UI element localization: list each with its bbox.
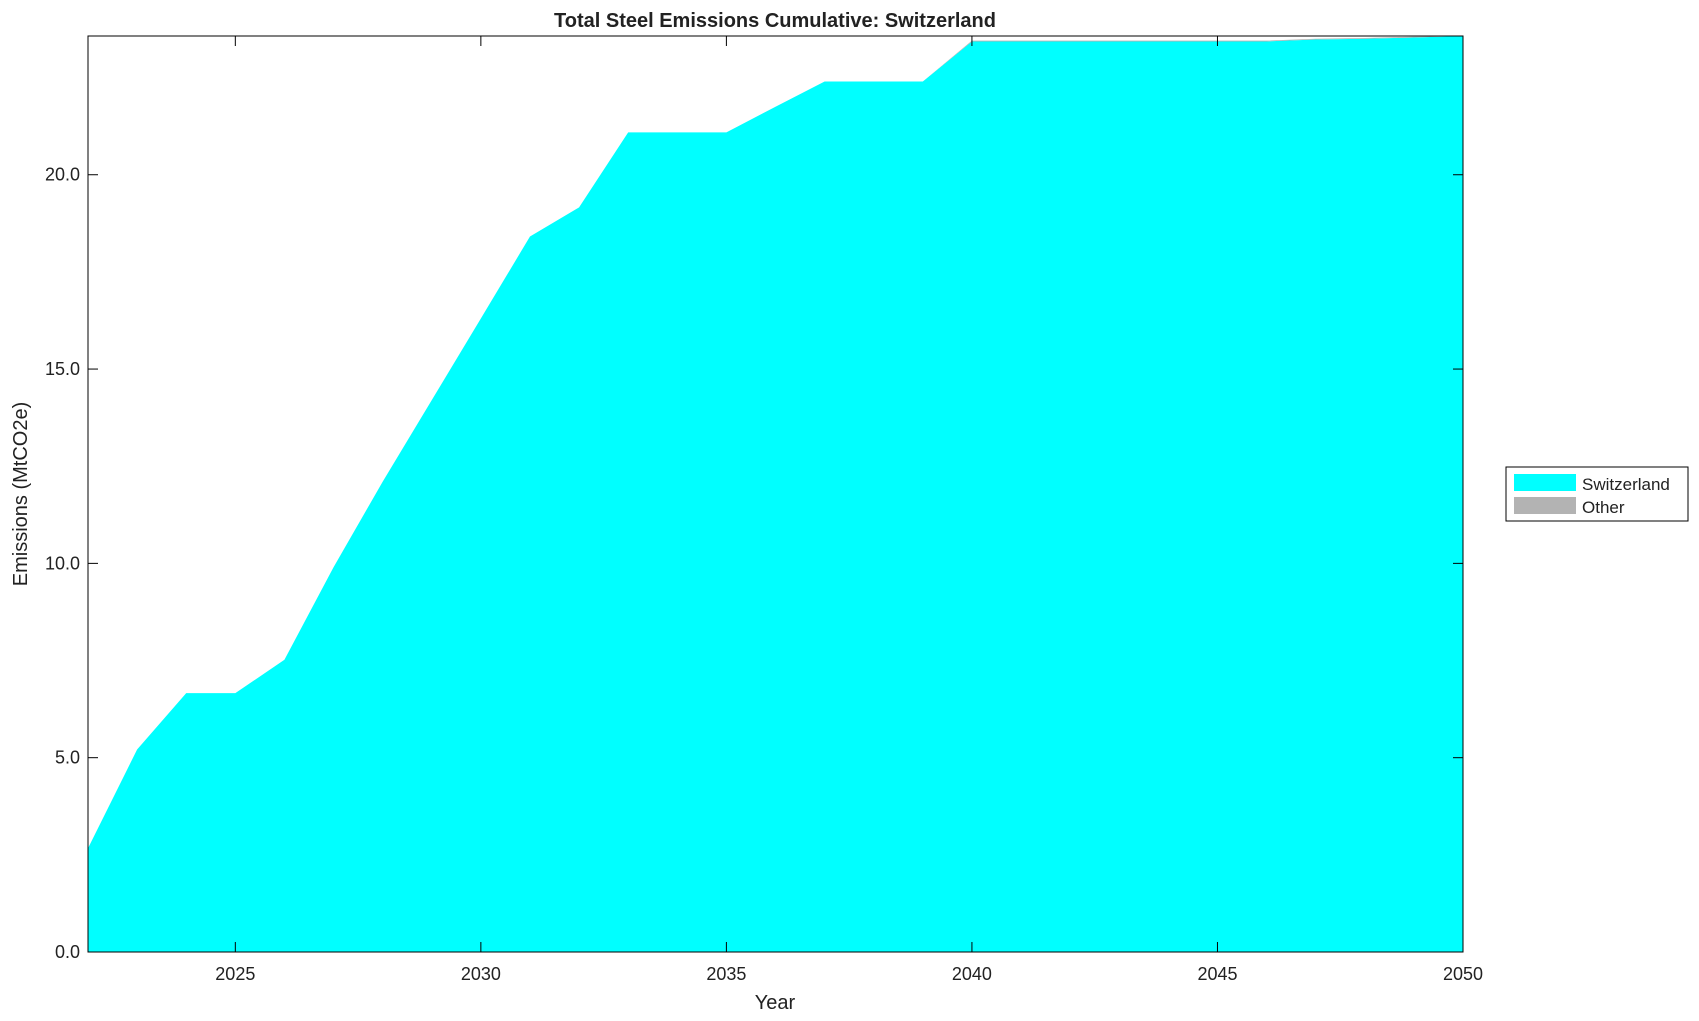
area-layer [88,36,1463,952]
legend: Switzerland Other [1505,466,1689,522]
y-tick-label: 0.0 [55,942,80,962]
x-tick-label: 2050 [1443,964,1483,984]
y-axis-label: Emissions (MtCO2e) [10,402,32,586]
y-tick-label: 10.0 [45,553,80,573]
legend-swatch-other [1514,497,1576,514]
plot-frame [87,35,1464,953]
y-tick-label: 20.0 [45,165,80,185]
tick-layer: 2025 2030 2035 2040 2045 2050 0.0 5.0 10.0 15.0 20… [45,36,1483,984]
chart-title: Total Steel Emissions Cumulative: Switze… [554,10,996,32]
x-tick-label: 2030 [461,964,501,984]
x-tick-label: 2035 [706,964,746,984]
x-tick-label: 2025 [215,964,255,984]
legend-label-other: Other [1582,498,1625,517]
legend-swatch-switzerland [1514,474,1576,491]
area-switzerland [88,36,1463,952]
x-tick-label: 2040 [952,964,992,984]
x-axis-label: Year [755,992,796,1014]
y-tick-label: 15.0 [45,359,80,379]
legend-label-switzerland: Switzerland [1582,475,1670,494]
y-tick-label: 5.0 [55,748,80,768]
x-tick-label: 2045 [1197,964,1237,984]
